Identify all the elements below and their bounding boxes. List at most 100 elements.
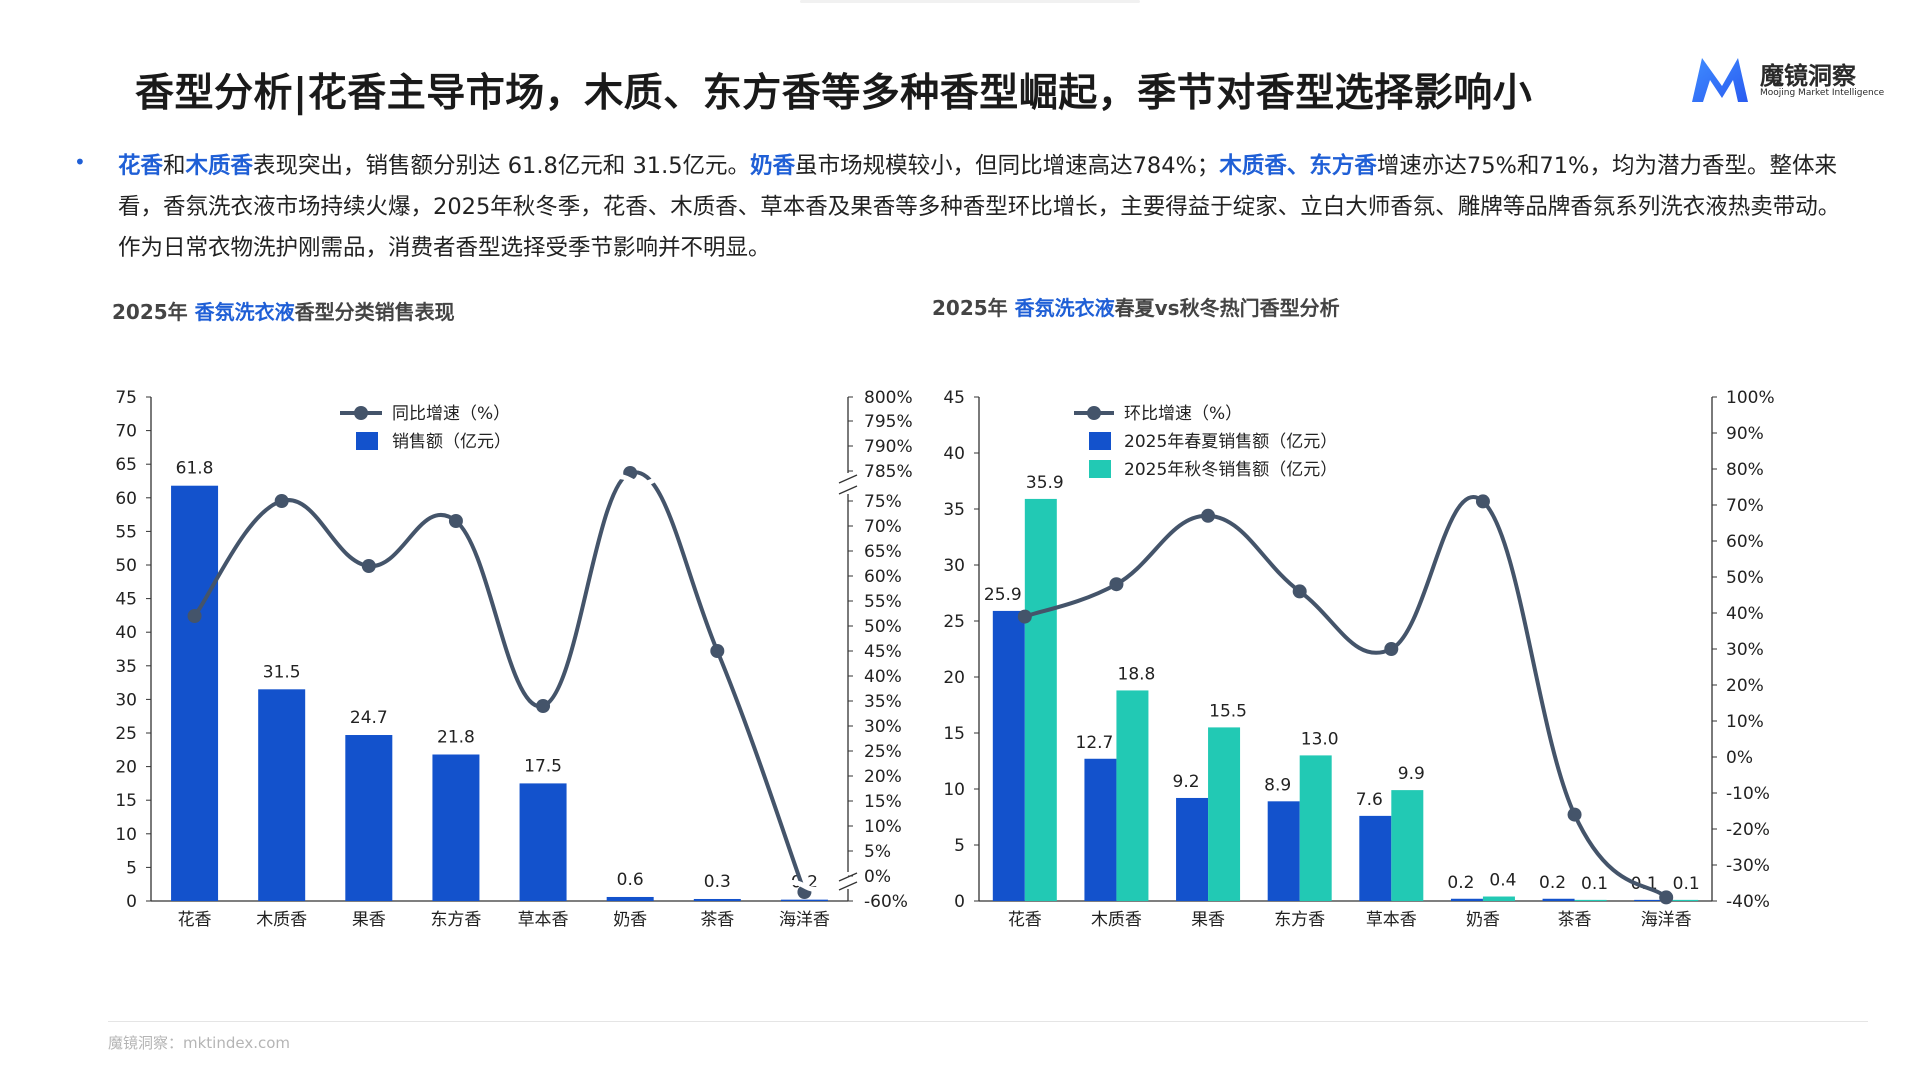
line-point: [1292, 584, 1307, 599]
bar-data-label: 18.8: [1118, 664, 1156, 684]
right-y-tick-label: 785%: [864, 462, 913, 482]
left-chart-title: 2025年 香氛洗衣液香型分类销售表现: [112, 296, 455, 325]
axis-break-mark: [838, 474, 858, 484]
right-y-tick-label: 790%: [864, 437, 913, 457]
line-break-gap: [779, 880, 830, 892]
footer-source: 魔镜洞察：mktindex.com: [108, 1034, 291, 1052]
right-chart: 0 5 10 15 20 25 30 35 40 45 -40% -30% -20% -10% 0% 10% 2…: [943, 388, 1775, 930]
left-y-tick-label: 40: [943, 444, 965, 464]
x-tick-label: 木质香: [1091, 910, 1142, 930]
x-tick-label: 花香: [1008, 910, 1042, 930]
bar-data-label: 0.6: [617, 870, 644, 890]
x-tick-label: 奶香: [613, 910, 647, 930]
right-y-tick-label: 70%: [1726, 496, 1764, 516]
bar-sales: [258, 689, 306, 901]
left-y-tick-label: 35: [115, 657, 137, 677]
left-y-tick-label: 35: [943, 500, 965, 520]
line-point: [710, 644, 725, 658]
bar-data-label: 21.8: [437, 728, 475, 748]
left-y-tick-label: 50: [115, 556, 137, 576]
bar-data-label: 31.5: [263, 662, 301, 682]
axis-break-mark: [838, 872, 858, 882]
left-title-pre: 2025年: [112, 300, 195, 324]
line-point: [1109, 577, 1124, 592]
legend-bar-swatch: [1089, 460, 1111, 478]
x-tick-label: 东方香: [1274, 910, 1325, 930]
top-scroll-indicator: [800, 0, 1140, 3]
right-y-tick-label: 0%: [1726, 748, 1753, 768]
right-title-pre: 2025年: [932, 296, 1015, 320]
bar-data-label: 7.6: [1356, 790, 1383, 810]
legend-label: 2025年秋冬销售额（亿元）: [1124, 460, 1337, 480]
bar-data-label: 17.5: [524, 756, 562, 776]
legend-line-marker: [1087, 406, 1101, 420]
bar-autumn-winter: [1391, 790, 1424, 901]
right-y-tick-label: 75%: [864, 492, 902, 512]
bar-data-label: 0.1: [1581, 874, 1608, 894]
right-y-tick-label: 795%: [864, 412, 913, 432]
right-y-tick-label: 65%: [864, 542, 902, 562]
right-y-tick-label: 50%: [1726, 568, 1764, 588]
right-chart-title: 2025年 香氛洗衣液春夏vs秋冬热门香型分析: [932, 292, 1340, 321]
left-y-tick-label: 5: [954, 836, 965, 856]
x-tick-label: 东方香: [430, 910, 481, 930]
bar-spring-summer: [1450, 898, 1483, 901]
bar-spring-summer: [1359, 815, 1392, 901]
line-point: [274, 494, 289, 508]
right-y-tick-label: 40%: [864, 667, 902, 687]
legend-bar-swatch: [356, 432, 378, 450]
bar-sales: [780, 899, 828, 901]
bar-data-label: 0.3: [704, 872, 731, 892]
left-y-tick-label: 15: [115, 791, 137, 811]
summary-text: 虽市场规模较小，但同比增速高达784%；: [795, 153, 1220, 179]
bar-autumn-winter: [1482, 896, 1515, 901]
summary-text: 增速亦达75%和71%，均为潜力香型。整体来看，香氛洗衣液市场持续火爆，2025…: [118, 153, 1841, 261]
x-tick-label: 茶香: [1558, 910, 1592, 930]
x-tick-label: 木质香: [256, 910, 307, 930]
bar-data-label: 0.1: [1673, 874, 1700, 894]
line-point: [1659, 890, 1674, 905]
right-title-highlight: 香氛洗衣液: [1014, 296, 1115, 320]
right-y-tick-label: 55%: [864, 592, 902, 612]
bar-autumn-winter: [1666, 899, 1699, 901]
right-y-tick-label: 100%: [1726, 388, 1775, 408]
right-y-tick-label: 60%: [864, 567, 902, 587]
left-title-post: 香型分类销售表现: [294, 300, 455, 324]
right-y-tick-label: 800%: [864, 388, 913, 408]
left-y-tick-label: 30: [943, 556, 965, 576]
bar-spring-summer: [1267, 801, 1300, 901]
left-y-tick-label: 0: [126, 892, 137, 912]
bar-data-label: 13.0: [1301, 729, 1339, 749]
right-y-tick-label: -30%: [1726, 856, 1770, 876]
left-y-tick-label: 0: [954, 892, 965, 912]
left-y-tick-label: 30: [115, 690, 137, 710]
left-y-tick-label: 70: [115, 422, 137, 442]
bar-data-label: 0.2: [1447, 873, 1474, 893]
summary-highlight: 木质香、东方香: [1219, 153, 1377, 179]
line-point: [536, 699, 551, 713]
line-point: [1567, 807, 1582, 822]
line-point: [1201, 508, 1216, 523]
bar-sales: [171, 485, 219, 901]
footer-divider: [108, 1021, 1868, 1022]
right-title-post: 春夏vs秋冬热门香型分析: [1114, 296, 1340, 320]
right-y-tick-label: -40%: [1726, 892, 1770, 912]
right-y-tick-label: -60%: [864, 892, 908, 912]
right-y-tick-label: 35%: [864, 692, 902, 712]
left-y-tick-label: 20: [115, 758, 137, 778]
bar-data-label: 61.8: [176, 459, 214, 479]
logo-text: 魔镜洞察: [1760, 62, 1856, 90]
right-y-tick-label: 70%: [864, 517, 902, 537]
left-y-tick-label: 5: [126, 858, 137, 878]
line-point: [187, 609, 202, 623]
right-y-tick-label: 60%: [1726, 532, 1764, 552]
left-y-tick-label: 60: [115, 489, 137, 509]
left-chart: 0 5 10 15 20 25 30 35 40 45 50 55 60 65 70 75 -60% 0% 5% 10…: [115, 388, 913, 930]
right-y-tick-label: 30%: [1726, 640, 1764, 660]
right-y-tick-label: 20%: [864, 767, 902, 787]
bar-spring-summer: [992, 610, 1025, 901]
summary-paragraph: 花香和木质香表现突出，销售额分别达 61.8亿元和 31.5亿元。奶香虽市场规模…: [118, 146, 1858, 269]
left-y-tick-label: 45: [943, 388, 965, 408]
legend-label: 同比增速（%）: [392, 404, 510, 424]
bar-spring-summer: [1634, 899, 1667, 901]
